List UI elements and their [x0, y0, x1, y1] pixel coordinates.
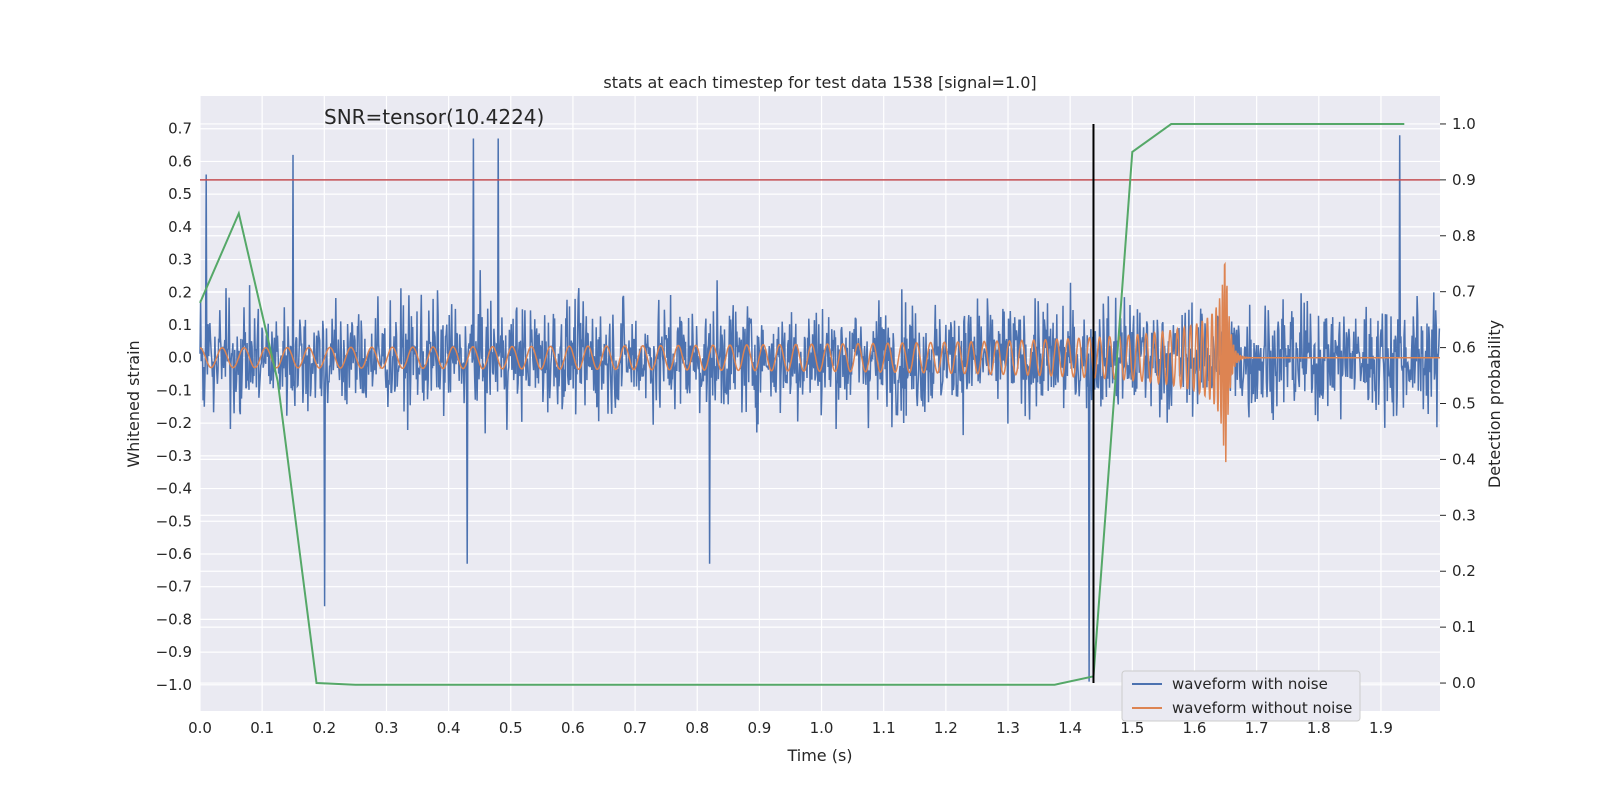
- x-tick-label: 1.1: [872, 719, 896, 737]
- y2-tick-label: 0.0: [1452, 674, 1476, 692]
- series-detection-probability: [199, 123, 1405, 686]
- x-tick-labels: 0.0 0.1 0.2 0.3 0.4 0.5 0.6 0.7 0.8 0.9 1.0 1.1 1.2 1…: [188, 719, 1393, 737]
- y-tick-label: 0.7: [168, 120, 192, 138]
- x-tick-label: 1.3: [996, 719, 1020, 737]
- x-tick-label: 0.0: [188, 719, 212, 737]
- legend-label-clean: waveform without noise: [1172, 699, 1352, 717]
- x-tick-label: 0.9: [747, 719, 771, 737]
- y-tick-label: −0.9: [156, 643, 192, 661]
- x-tick-label: 1.6: [1183, 719, 1207, 737]
- y-tick-label: 0.0: [168, 349, 192, 367]
- y2-tick-label: 0.9: [1452, 171, 1476, 189]
- x-tick-label: 0.6: [561, 719, 585, 737]
- legend: waveform with noise waveform without noi…: [1121, 670, 1361, 722]
- x-tick-label: 0.3: [375, 719, 399, 737]
- x-axis-label: Time (s): [786, 746, 852, 765]
- x-tick-label: 0.2: [312, 719, 336, 737]
- y-tick-label: −1.0: [156, 676, 192, 694]
- y-tick-label: 0.2: [168, 283, 192, 301]
- y2-tick-label: 0.7: [1452, 283, 1476, 301]
- y-tick-label: −0.6: [156, 545, 192, 563]
- x-tick-label: 1.8: [1307, 719, 1331, 737]
- legend-box: [1121, 670, 1361, 722]
- y2-axis-label: Detection probability: [1485, 320, 1504, 488]
- x-tick-label: 1.9: [1369, 719, 1393, 737]
- y-tick-label: 0.1: [168, 316, 192, 334]
- grid: [199, 96, 1440, 711]
- y-tick-label: 0.6: [168, 152, 192, 170]
- chart-title: stats at each timestep for test data 153…: [603, 73, 1036, 92]
- y2-tick-label: 0.8: [1452, 227, 1476, 245]
- y-axis-label: Whitened strain: [124, 340, 143, 467]
- x-tick-label: 0.8: [685, 719, 709, 737]
- x-tick-label: 1.0: [810, 719, 834, 737]
- y2-tick-label: 1.0: [1452, 115, 1476, 133]
- y-tick-label: −0.2: [156, 414, 192, 432]
- y2-tick-labels: 1.0 0.9 0.8 0.7 0.6 0.5 0.4 0.3 0.2 0.1 0.0: [1440, 115, 1476, 692]
- y-tick-label: −0.5: [156, 512, 192, 530]
- y-tick-labels: 0.7 0.6 0.5 0.4 0.3 0.2 0.1 0.0 −0.1 −0.2 −0.3 −0.4…: [156, 120, 192, 694]
- x-tick-label: 0.7: [623, 719, 647, 737]
- x-tick-label: 0.4: [437, 719, 461, 737]
- y2-tick-label: 0.4: [1452, 450, 1476, 468]
- y2-tick-label: 0.1: [1452, 618, 1476, 636]
- x-tick-label: 1.7: [1245, 719, 1269, 737]
- y-tick-label: 0.3: [168, 251, 192, 269]
- series-noisy-waveform: [199, 135, 1441, 682]
- x-tick-label: 0.1: [250, 719, 274, 737]
- y-tick-label: −0.4: [156, 480, 192, 498]
- snr-annotation: SNR=tensor(10.4224): [324, 105, 544, 129]
- series-group: [199, 123, 1441, 686]
- legend-label-noise: waveform with noise: [1172, 675, 1328, 693]
- y-tick-label: −0.8: [156, 610, 192, 628]
- y2-tick-label: 0.2: [1452, 562, 1476, 580]
- x-tick-label: 1.2: [934, 719, 958, 737]
- x-tick-label: 1.4: [1058, 719, 1082, 737]
- y2-tick-label: 0.3: [1452, 506, 1476, 524]
- series-clean-waveform: [200, 261, 1440, 463]
- y-tick-label: −0.1: [156, 381, 192, 399]
- x-tick-label: 1.5: [1120, 719, 1144, 737]
- y-tick-label: −0.7: [156, 578, 192, 596]
- y-tick-label: 0.4: [168, 218, 192, 236]
- y2-tick-label: 0.5: [1452, 395, 1476, 413]
- y2-tick-label: 0.6: [1452, 339, 1476, 357]
- x-tick-label: 0.5: [499, 719, 523, 737]
- y-tick-label: −0.3: [156, 447, 192, 465]
- y-tick-label: 0.5: [168, 185, 192, 203]
